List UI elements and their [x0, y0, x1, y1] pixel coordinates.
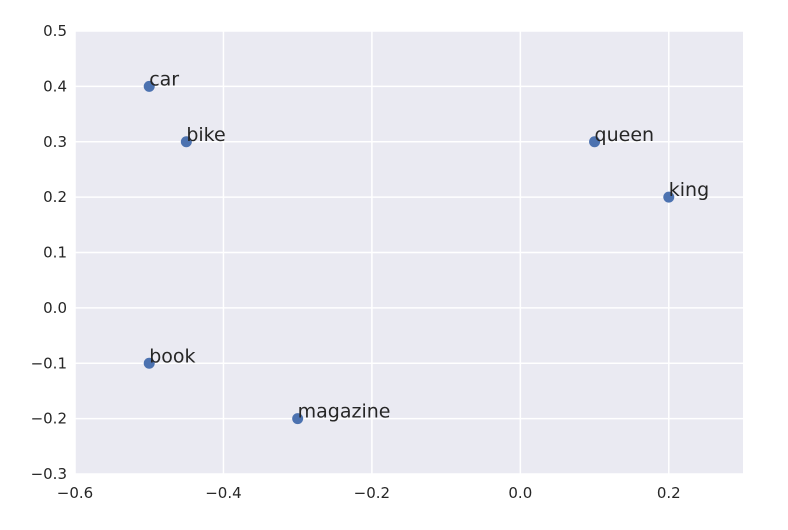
x-tick-label: −0.2	[354, 484, 390, 502]
point-label-king: king	[669, 179, 709, 201]
y-tick-label: 0.3	[43, 133, 67, 151]
data-points: car bike queen king book magazine	[143, 68, 709, 425]
y-tick-label: 0.5	[43, 22, 67, 40]
point-book	[143, 357, 155, 369]
point-magazine	[292, 413, 304, 425]
y-tick-label: 0.4	[43, 77, 67, 95]
point-bike	[180, 136, 192, 148]
point-label-magazine: magazine	[298, 401, 391, 423]
point-king	[663, 191, 675, 203]
x-tick-label: −0.4	[205, 484, 241, 502]
y-tick-label: 0.1	[43, 244, 67, 262]
x-tick-label: −0.6	[57, 484, 93, 502]
y-axis: −0.3 −0.2 −0.1 0.0 0.1 0.2 0.3 0.4 0.5	[31, 22, 67, 483]
y-tick-label: 0.0	[43, 299, 67, 317]
point-label-queen: queen	[595, 124, 655, 146]
y-tick-label: −0.3	[31, 465, 67, 483]
point-label-car: car	[149, 68, 179, 90]
point-queen	[589, 136, 601, 148]
y-tick-label: 0.2	[43, 188, 67, 206]
y-tick-label: −0.1	[31, 354, 67, 372]
x-tick-label: 0.0	[508, 484, 532, 502]
point-label-bike: bike	[186, 124, 225, 146]
y-tick-label: −0.2	[31, 410, 67, 428]
point-car	[143, 80, 155, 92]
point-label-book: book	[149, 345, 195, 367]
grid	[74, 30, 743, 475]
x-axis: −0.6 −0.4 −0.2 0.0 0.2	[57, 484, 681, 502]
x-tick-label: 0.2	[657, 484, 681, 502]
